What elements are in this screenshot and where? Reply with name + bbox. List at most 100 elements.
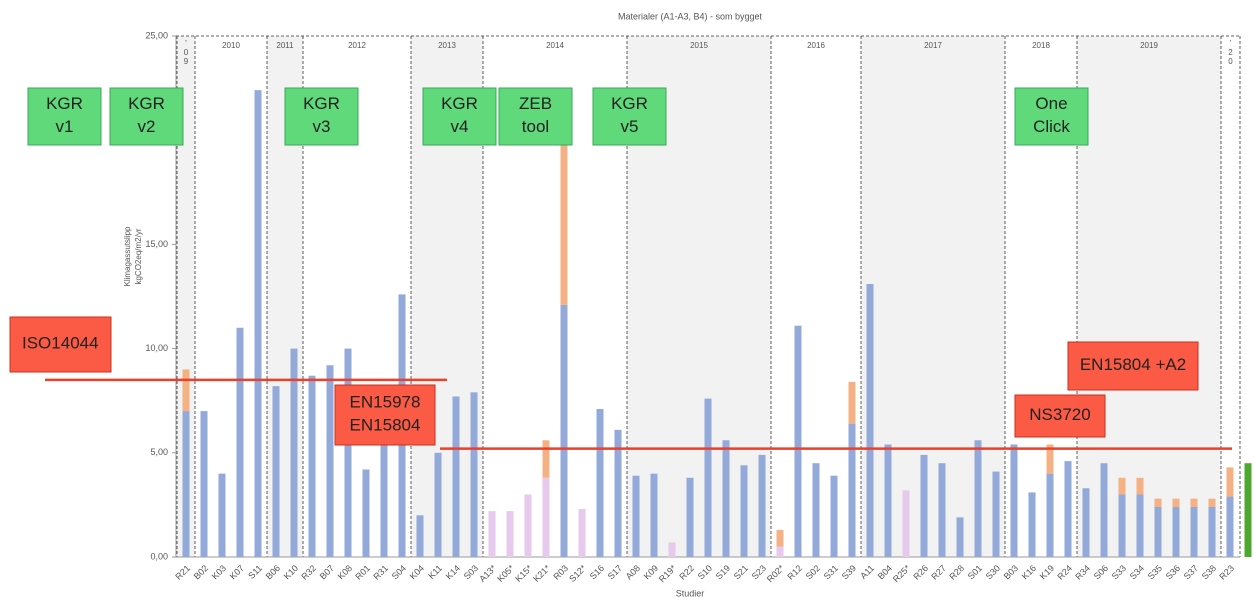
bar-segment [884,444,892,557]
y-tick-label: 5,00 [150,447,168,457]
bar-segment [902,490,910,557]
standard-annotation-box [334,384,436,446]
bar-segment [470,392,478,557]
x-tick-label: R25* [891,563,913,585]
bar-segment [1046,473,1054,557]
x-tick-label: K05* [495,563,516,584]
period-label: ' 0 9 [184,39,189,66]
tool-annotation-line: KGR [128,94,165,113]
period-label: 2012 [348,41,366,50]
x-tick-label: K15* [513,563,534,584]
x-tick-label: R19* [657,563,679,585]
x-tick-label: R34 [1073,563,1092,582]
y-axis-label-line: Klimagassutslipp [123,226,132,287]
bar-segment [1172,506,1180,557]
x-tick-label: S34 [1128,563,1146,581]
y-tick-label: 0,00 [150,551,168,561]
x-tick-label: K10 [282,563,300,581]
bar-segment [1010,444,1018,557]
bar-segment [776,529,784,547]
y-axis-label-line: kgCO2eq/m2/yr [134,228,143,284]
tool-annotation-text: One Click [1033,94,1070,136]
bar-segment [542,440,550,478]
period-char: 0 [1228,57,1233,66]
x-tick-label: S01 [966,563,984,581]
bar-segment [1190,506,1198,557]
period-label: 2017 [924,41,942,50]
bar-segment [956,517,964,557]
bar-segment [776,546,784,557]
bar-segment [362,469,370,557]
tool-annotation-line: Click [1033,117,1070,136]
period-label: 2019 [1140,41,1158,50]
x-tick-label: S06 [1092,563,1110,581]
x-tick-label: K04 [408,563,426,581]
x-tick-label: R03 [551,563,570,582]
bar-segment [758,454,766,557]
tool-annotation-box [109,87,184,146]
period-label: 2014 [546,41,564,50]
x-tick-label: S33 [1110,563,1128,581]
tool-annotation-text: KGR v1 [46,94,83,136]
tool-annotation-line: KGR [441,94,478,113]
y-tick-label: 15,00 [145,239,168,249]
bar-segment [722,440,730,557]
x-tick-label: K19 [1038,563,1056,581]
x-tick-label: B07 [318,563,336,581]
bar-segment [1082,488,1090,557]
x-tick-label: R23 [1217,563,1236,582]
x-tick-label: S03 [462,563,480,581]
standard-annotation-box [1067,341,1199,391]
bar-segment [1118,477,1126,495]
x-tick-label: S16 [588,563,606,581]
x-tick-label: B02 [192,563,210,581]
standard-annotation-box [9,316,112,373]
y-tick-label: 25,00 [145,30,168,40]
x-tick-label: S38 [1200,563,1218,581]
period-label: 2013 [438,41,456,50]
tool-annotation-line: v1 [56,117,74,136]
bar-segment [1226,467,1234,497]
standard-annotation-line: EN15978 [350,393,421,412]
x-tick-label: K11 [426,563,444,581]
period-char: ' [1230,39,1232,48]
tool-annotation-line: v2 [138,117,156,136]
x-tick-label: S39 [840,563,858,581]
x-tick-label: A13* [477,563,498,584]
tool-annotation-line: v3 [313,117,331,136]
standard-annotation-line: NS3720 [1029,405,1090,424]
x-tick-label: B03 [1002,563,1020,581]
tool-annotation-line: v5 [621,117,639,136]
standard-annotation-text: EN15978 EN15804 [350,393,421,435]
bar-segment [848,423,856,557]
tool-annotation-box [498,87,573,146]
x-tick-label: A08 [624,563,642,581]
tool-annotation-text: KGR v3 [303,94,340,136]
bar-segment [326,365,334,557]
period-char: 0 [184,48,189,57]
bar-segment [344,348,352,557]
tool-annotation-text: KGR v5 [611,94,648,136]
period-label: 2015 [690,41,708,50]
bar-segment [1118,494,1126,557]
standard-annotation-line: EN15804 +A2 [1080,355,1186,374]
bar-segment [488,511,496,557]
standard-annotation-line: ISO14044 [22,334,99,353]
chart-title: Materialer (A1-A3, B4) - som bygget [618,11,763,21]
tool-annotation-line: v4 [451,117,469,136]
bar-segment [866,283,874,557]
x-tick-label: K07 [228,563,246,581]
bar-segment [794,325,802,557]
tool-annotation-box [422,87,497,146]
x-tick-label: R02* [765,563,787,585]
x-tick-label: S02 [804,563,822,581]
x-tick-label: S37 [1182,563,1200,581]
tool-annotation-box [1014,87,1089,146]
tool-annotation-line: KGR [303,94,340,113]
period-char: 9 [184,57,189,66]
bar-segment [236,327,244,557]
x-tick-label: K08 [336,563,354,581]
bar-segment [272,386,280,557]
bar-segment [1208,506,1216,557]
standard-annotation-text: NS3720 [1029,405,1090,424]
